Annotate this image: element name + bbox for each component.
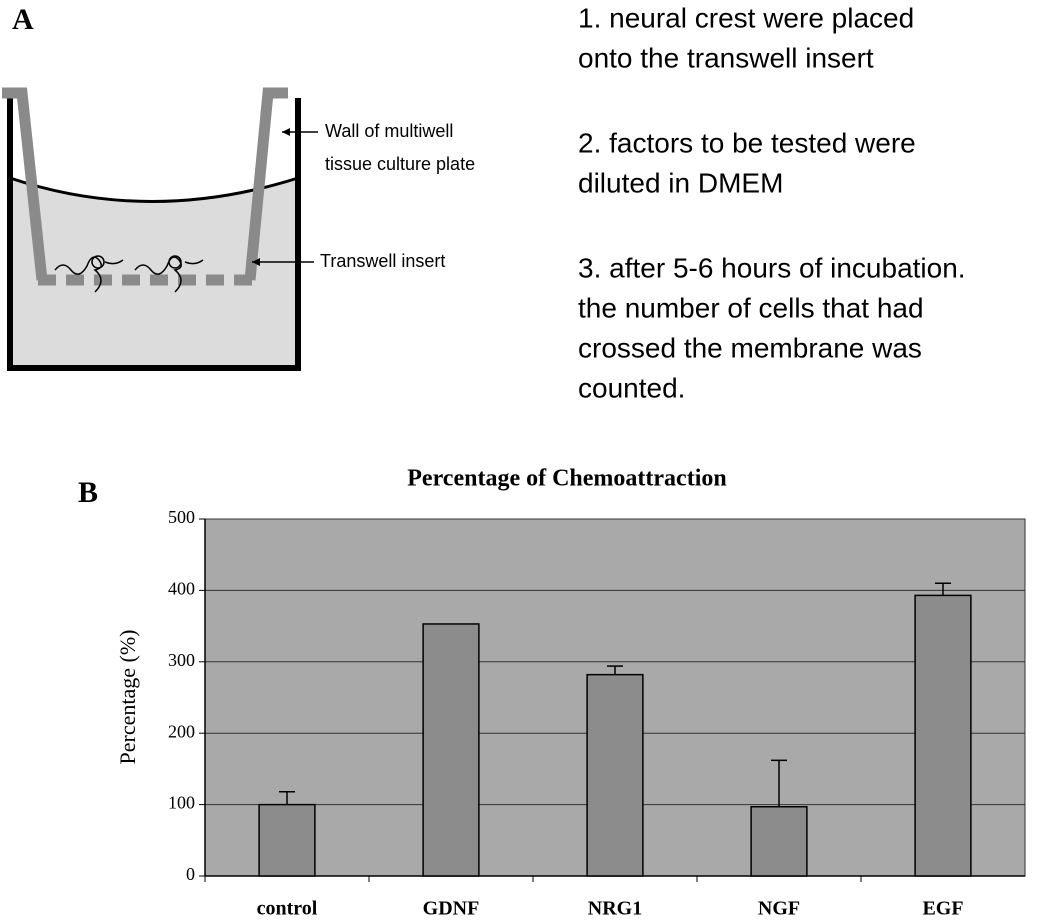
cell	[54, 256, 124, 293]
steps: 1. neural crest were placed onto the tran…	[578, 2, 966, 403]
step-text: diluted in DMEM	[578, 167, 783, 198]
x-tick-label: NGF	[758, 898, 800, 920]
step-text: the number of cells that had	[578, 292, 924, 323]
y-tick-label: 0	[186, 864, 195, 884]
y-tick-label: 100	[168, 793, 195, 813]
bar	[586, 673, 644, 877]
error-bar	[607, 665, 623, 675]
bar	[914, 594, 972, 877]
cell	[91, 255, 105, 269]
callout: Transwell insert	[320, 251, 445, 271]
y-tick-label: 500	[168, 507, 195, 527]
chart-title: Percentage of Chemoattraction	[407, 466, 726, 492]
y-tick-label: 300	[168, 650, 195, 670]
insert-wall	[244, 87, 288, 281]
x-tick-label: NRG1	[588, 898, 642, 920]
bar	[422, 623, 480, 877]
arrowhead	[282, 128, 290, 136]
callout: tissue culture plate	[325, 154, 475, 174]
error-bar	[279, 790, 295, 805]
insert-wall	[2, 87, 48, 281]
x-tick-label: control	[257, 898, 318, 920]
step-text: crossed the membrane was	[578, 332, 922, 363]
bar	[258, 803, 316, 877]
cell	[168, 255, 182, 269]
step-text: 3. after 5-6 hours of incubation.	[578, 252, 966, 283]
callout: Wall of multiwell	[325, 121, 453, 141]
plate-wall	[7, 98, 301, 371]
step-text: counted.	[578, 372, 685, 403]
step-text: 2. factors to be tested were	[578, 127, 916, 158]
cell	[134, 256, 204, 293]
panel-label: B	[78, 476, 98, 509]
step-text: onto the transwell insert	[578, 42, 874, 73]
step-text: 1. neural crest were placed	[578, 2, 914, 33]
error-bar	[771, 759, 787, 807]
panel-label: A	[12, 3, 34, 36]
y-tick-label: 400	[168, 579, 195, 599]
y-axis-label: Percentage (%)	[115, 630, 140, 765]
x-tick-label: GDNF	[423, 898, 480, 920]
arrowhead	[252, 258, 260, 266]
error-bar	[935, 582, 951, 596]
x-tick-label: EGF	[922, 898, 963, 920]
y-tick-label: 200	[168, 721, 195, 741]
transwell-diagram	[2, 87, 318, 371]
bar	[750, 805, 808, 877]
